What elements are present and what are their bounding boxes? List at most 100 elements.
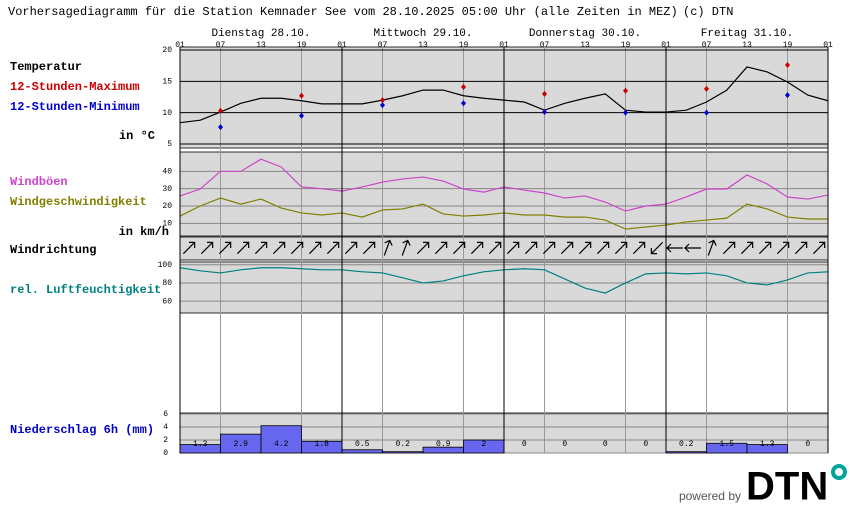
bar-label: 0 [562,440,567,449]
wind-arrow [542,241,556,255]
arrow-shape [758,241,772,255]
arrow-shape [452,241,466,255]
wind-arrow [344,241,358,255]
wind-arrow [722,241,736,255]
wind-arrow [200,241,214,255]
hour-label: 13 [580,41,590,50]
arrow-shape [740,241,754,255]
temp-label: Temperatur [10,60,82,74]
arrow-shape [578,241,592,255]
arrow-shape [684,243,701,253]
y-tick-label: 100 [158,261,173,270]
temp-marker [704,109,709,116]
y-tick-label: 20 [162,202,172,211]
arrow-shape [707,239,717,256]
wind-arrow [470,241,484,255]
y-tick-label: 30 [162,185,172,194]
bar [746,444,788,454]
arrow-shape [383,239,393,256]
arrow-shape [290,241,304,255]
arrow-shape [326,241,340,255]
arrow-shape [470,241,484,255]
bar-label: 2 [481,440,486,449]
wind-arrow [506,241,520,255]
hour-label: 19 [783,41,793,50]
bar-label: 0.2 [396,440,411,449]
arrow-shape [254,241,268,255]
wind-arrow [236,241,250,255]
wind-arrow [614,241,628,255]
arrow-shape [812,241,826,255]
wind-arrow [488,241,502,255]
bar-label: 0 [603,440,608,449]
wind-arrow [326,241,340,255]
temp-marker [380,102,385,109]
powered-by: powered by [679,489,741,503]
wind-arrow [596,241,610,255]
day-label: Dienstag 28.10. [211,28,310,40]
speed-label: Windgeschwindigkeit [10,195,147,209]
wind-arrow [707,239,717,256]
hour-label: 01 [175,41,185,50]
y-tick-label: 10 [162,109,172,118]
temp-marker [461,83,466,90]
hour-label: 01 [823,41,833,50]
wind-arrow [362,241,376,255]
wind-arrow [684,243,701,253]
bar [341,449,383,454]
wind-arrow [434,241,448,255]
bar-label: 0.5 [355,440,370,449]
hour-label: 07 [216,41,226,50]
wind-arrow [666,243,683,253]
wind-arrow [524,241,538,255]
wind-arrow [578,241,592,255]
copyright: (c) DTN [683,5,733,19]
wind-arrow [416,241,430,255]
temp-marker [785,62,790,69]
min-label: 12-Stunden-Minimum [10,100,140,114]
bar-label: 4.2 [274,440,289,449]
temp-marker [785,92,790,99]
bar-label: 1.3 [760,440,775,449]
bar-label: 1.8 [315,440,330,449]
precip-label: Niederschlag 6h (mm) [10,423,154,437]
temp-marker [704,85,709,92]
day-label: Freitag 31.10. [701,28,793,40]
bar [382,451,424,454]
bar-label: 0.9 [436,440,451,449]
arrow-shape [488,241,502,255]
y-tick-label: 10 [162,219,172,228]
wind-arrow [452,241,466,255]
arrow-shape [344,241,358,255]
day-label: Mittwoch 29.10. [373,28,472,40]
temp-marker [218,124,223,131]
arrow-shape [722,241,736,255]
bar-label: 1.3 [193,440,208,449]
temp-marker [380,97,385,104]
hour-label: 07 [702,41,712,50]
temp-marker [623,109,628,116]
hour-label: 07 [378,41,388,50]
y-tick-label: 40 [162,167,172,176]
wind-arrow [776,241,790,255]
hour-label: 01 [337,41,347,50]
wind-arrow [560,241,574,255]
wind-arrow [182,241,196,255]
logo-dot [831,464,847,480]
hour-label: 19 [297,41,307,50]
bar-label: 1.5 [720,440,735,449]
max-label: 12-Stunden-Maximum [10,80,140,94]
arrow-shape [401,239,411,256]
arrow-shape [308,241,322,255]
dir-label: Windrichtung [10,243,96,257]
temp-marker [299,112,304,119]
arrow-shape [596,241,610,255]
hour-label: 01 [499,41,509,50]
logo: DTN [746,465,828,509]
y-tick-label: 4 [163,423,168,432]
wind-arrow [290,241,304,255]
gust-label: Windböen [10,175,68,189]
bar [260,425,302,454]
wind-arrow [740,241,754,255]
